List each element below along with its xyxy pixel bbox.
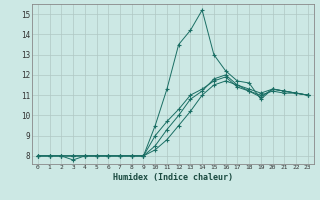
X-axis label: Humidex (Indice chaleur): Humidex (Indice chaleur) (113, 173, 233, 182)
